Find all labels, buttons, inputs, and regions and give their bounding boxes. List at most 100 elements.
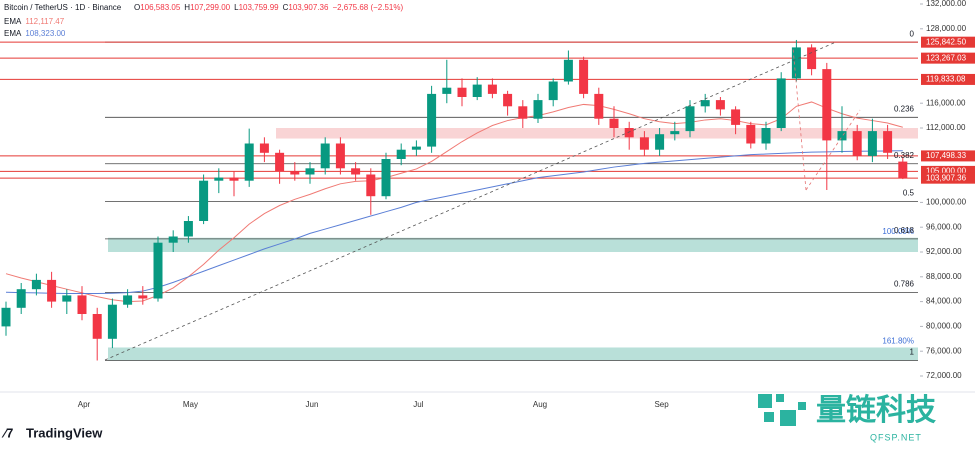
candle-body: [822, 69, 832, 141]
y-tick-label: 72,000.00: [926, 371, 962, 380]
logo-mark: ⁄7: [1, 425, 13, 440]
candle-body: [320, 143, 330, 169]
price-tag: [921, 172, 975, 184]
y-tick-label: 96,000.00: [926, 222, 962, 231]
y-tick-label: 128,000.00: [926, 24, 967, 33]
watermark-icon: [764, 412, 774, 422]
candle-body: [883, 131, 893, 153]
y-tick-label: 100,000.00: [926, 198, 967, 207]
candle-body: [31, 279, 41, 290]
quote-value: 107,299.00: [190, 3, 231, 12]
symbol: Bitcoin / TetherUS · 1D · Binance: [4, 3, 122, 12]
quote-key: O: [134, 3, 140, 12]
candle-body: [715, 100, 725, 110]
candle-body: [898, 161, 908, 179]
quote-key: C: [283, 3, 289, 12]
candle-body: [351, 168, 361, 175]
candle-body: [214, 177, 224, 181]
legend: EMA 112,117.47 EMA 108,323.00: [4, 17, 66, 38]
candle-body: [807, 47, 817, 70]
candle-body: [700, 100, 710, 107]
trend-line: [104, 41, 837, 361]
x-tick-label: Sep: [654, 400, 669, 409]
candle-body: [761, 128, 771, 144]
candle-body: [259, 143, 269, 153]
candle-body: [77, 295, 87, 314]
candle-body: [791, 47, 801, 79]
x-tick-label: May: [183, 400, 198, 409]
candle-body: [609, 118, 619, 128]
watermark-text: 量链科技: [816, 393, 936, 427]
candle-body: [746, 124, 756, 144]
candle-body: [62, 295, 72, 302]
candle-body: [411, 146, 421, 150]
price-tag: [921, 165, 975, 177]
candle-body: [655, 134, 665, 150]
watermark-icon: [798, 402, 806, 410]
candle-body: [16, 289, 26, 308]
candle-body: [852, 131, 862, 156]
watermark-icon: [776, 394, 784, 402]
logo-text: TradingView: [26, 425, 103, 440]
price-tag-label: 123,267.03: [926, 53, 967, 62]
candle-body: [533, 100, 543, 119]
candle-body: [548, 81, 558, 101]
y-tick-label: 80,000.00: [926, 322, 962, 331]
watermark-site: QFSP.NET: [870, 432, 922, 442]
y-tick-label: 112,000.00: [926, 123, 966, 132]
price-tag-label: 107,498.33: [926, 151, 967, 160]
legend-entry: EMA 108,323.00: [4, 29, 66, 38]
fib-label: 0.786: [894, 279, 915, 288]
candle-body: [503, 93, 513, 107]
candle-body: [457, 87, 467, 97]
y-tick-label: 76,000.00: [926, 346, 962, 355]
watermark-icon: [780, 410, 796, 426]
candle-body: [138, 295, 148, 299]
candle-body: [305, 168, 315, 175]
x-tick-label: Apr: [78, 400, 91, 409]
candle-body: [290, 171, 300, 175]
candle-body: [1, 307, 11, 327]
legend-name: EMA: [4, 17, 22, 26]
candle-body: [366, 174, 376, 197]
candle-body: [442, 87, 452, 94]
price-tag-label: 119,833.08: [926, 75, 966, 84]
quote-value: 106,583.05: [140, 3, 181, 12]
candle-body: [670, 131, 680, 135]
candle-body: [579, 59, 589, 94]
watermark: 量链科技 QFSP.NET: [758, 393, 936, 442]
candle-body: [183, 221, 193, 237]
price-tag: [921, 52, 975, 64]
fib-label: 0.618: [894, 226, 915, 235]
candle-body: [624, 128, 634, 138]
zone-label: 100.00%: [882, 227, 914, 236]
candle-body: [396, 149, 406, 159]
candle-body: [229, 177, 239, 181]
candle-body: [107, 304, 117, 339]
overlay: 100.00% 161.80% 0 0.236 0.382 0.5 0.618 0.786 1: [882, 29, 914, 356]
y-tick-label: 84,000.00: [926, 297, 962, 306]
x-tick-label: Jun: [306, 400, 319, 409]
quote-value: 103,907.36: [288, 3, 329, 12]
legend-value: 112,117.47: [25, 17, 64, 26]
fib-label: 0.5: [903, 188, 915, 197]
fib-label: 0: [910, 29, 915, 38]
zone: [276, 128, 918, 139]
price-tag-label: 105,000.00: [926, 167, 967, 176]
price-tag: [921, 150, 975, 162]
y-tick-label: 116,000.00: [926, 98, 966, 107]
candle-body: [776, 78, 786, 128]
y-tick-label: 92,000.00: [926, 247, 962, 256]
tradingview-logo: ⁄7 TradingView: [1, 425, 103, 440]
zone: [108, 347, 918, 361]
x-tick-label: Jul: [413, 400, 423, 409]
projection-line: [805, 109, 861, 191]
candle-body: [427, 93, 437, 147]
watermark-icon: [758, 394, 772, 408]
fib-label: 1: [910, 348, 915, 357]
candle-body: [123, 295, 133, 305]
price-tag: [921, 73, 975, 85]
candle-body: [685, 106, 695, 132]
price-tag: [921, 36, 975, 48]
